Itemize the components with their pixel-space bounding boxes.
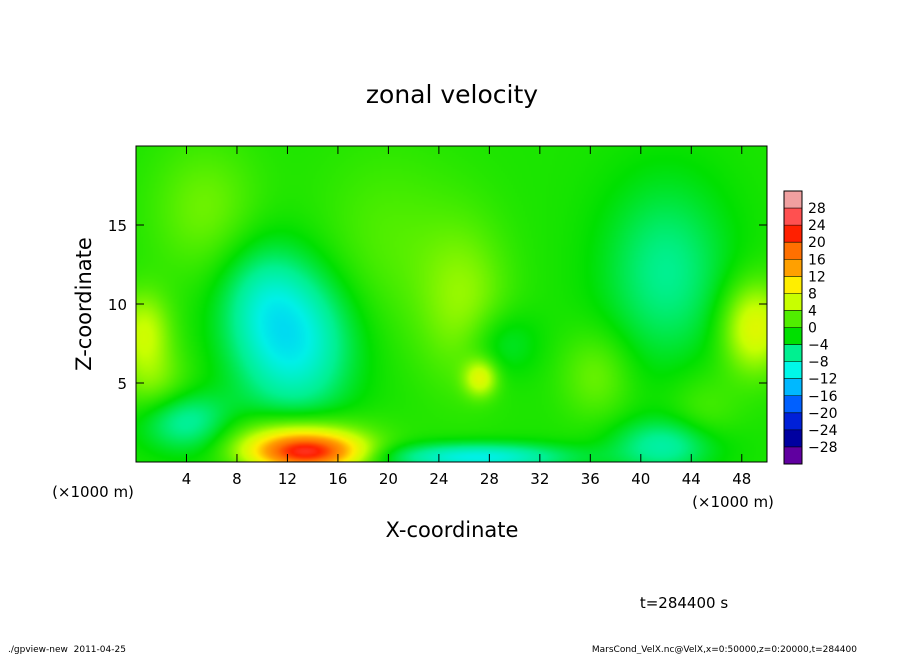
footer-right: MarsCond_VelX.nc@VelX,x=0:50000,z=0:2000… <box>592 645 857 654</box>
x-axis: 4 8 12 16 20 24 28 32 36 40 44 48 <box>182 146 751 488</box>
x-axis-label: X-coordinate <box>386 518 519 542</box>
x-tick-label: 48 <box>732 470 751 488</box>
y-tick-label: 10 <box>108 296 127 314</box>
colorbar-bin <box>784 191 802 209</box>
x-tick-label: 16 <box>328 470 347 488</box>
footer-left: ./gpview-new 2011-04-25 <box>8 645 126 654</box>
colorbar-label: −12 <box>808 372 838 388</box>
colorbar-label: −8 <box>808 355 829 371</box>
colorbar-label: −24 <box>808 423 838 439</box>
heatmap-field <box>136 146 767 462</box>
colorbar-label: 24 <box>808 218 826 234</box>
x-unit-label-left: (×1000 m) <box>52 483 134 501</box>
colorbar-label: 12 <box>808 269 826 285</box>
colorbar-bin <box>784 293 802 311</box>
colorbar-label: 20 <box>808 235 826 251</box>
colorbar-bin <box>784 378 802 397</box>
x-tick-label: 24 <box>429 470 448 488</box>
colorbar-label: 8 <box>808 286 817 302</box>
colorbar-label: 0 <box>808 321 817 337</box>
colorbar-bin <box>784 446 802 465</box>
colorbar-bin <box>784 225 802 243</box>
colorbar-label: 16 <box>808 252 826 268</box>
x-tick-label: 40 <box>631 470 650 488</box>
colorbar-label: −4 <box>808 338 829 354</box>
x-unit-label-right: (×1000 m) <box>692 493 774 511</box>
x-tick-label: 32 <box>530 470 549 488</box>
x-tick-label: 4 <box>182 470 192 488</box>
colorbar-label: −20 <box>808 406 838 422</box>
colorbar-bin <box>784 344 802 363</box>
x-tick-label: 20 <box>379 470 398 488</box>
y-axis-label: Z-coordinate <box>72 237 96 371</box>
colorbar-bin <box>784 310 802 328</box>
x-tick-label: 12 <box>278 470 297 488</box>
colorbar-bin <box>784 395 802 414</box>
colorbar-label: −16 <box>808 389 838 405</box>
time-label: t=284400 s <box>640 594 728 612</box>
y-tick-label: 5 <box>117 375 127 393</box>
x-tick-label: 36 <box>581 470 600 488</box>
x-tick-label: 28 <box>480 470 499 488</box>
colorbar-label: −28 <box>808 440 838 456</box>
colorbar-label: 28 <box>808 201 826 217</box>
x-tick-label: 44 <box>682 470 701 488</box>
y-axis: 5 10 15 <box>108 217 767 393</box>
colorbar-bin <box>784 276 802 294</box>
colorbar-label: 4 <box>808 303 817 319</box>
colorbar-bin <box>784 259 802 277</box>
colorbar-bin <box>784 208 802 226</box>
chart-title: zonal velocity <box>366 80 538 109</box>
colorbar-bin <box>784 327 802 346</box>
x-tick-label: 8 <box>232 470 242 488</box>
colorbar-bin <box>784 242 802 260</box>
colorbar-bin <box>784 412 802 431</box>
y-tick-label: 15 <box>108 217 127 235</box>
colorbar-bin <box>784 429 802 448</box>
colorbar-bin <box>784 361 802 380</box>
